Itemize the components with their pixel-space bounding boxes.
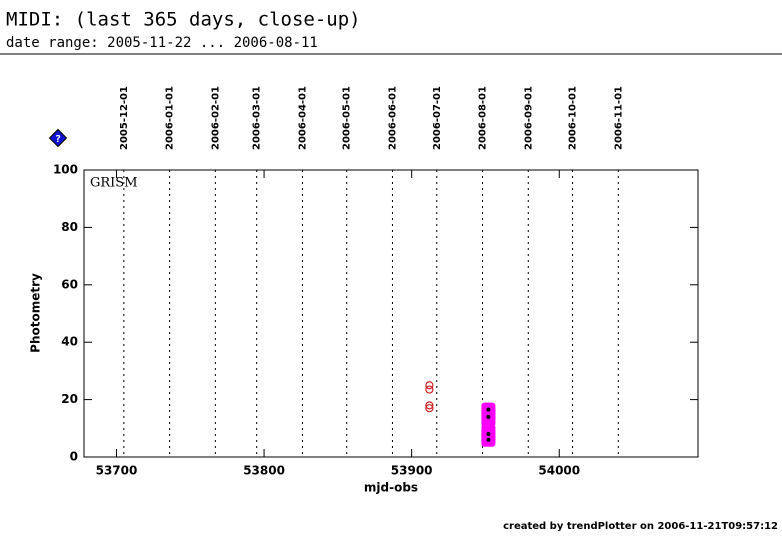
x-tick-label: 53800: [243, 464, 285, 478]
chart-title: MIDI: (last 365 days, close-up): [6, 9, 361, 31]
point: [486, 432, 491, 437]
month-label: 2006-10-01: [568, 86, 579, 150]
y-axis-label: Photometry: [29, 273, 43, 353]
month-label: 2006-07-01: [432, 86, 443, 150]
y-tick-label: 80: [61, 220, 78, 234]
x-tick-label: 53900: [391, 464, 433, 478]
month-label: 2006-11-01: [613, 86, 624, 150]
plot-frame: [83, 169, 699, 458]
y-tick-label: 40: [61, 335, 78, 349]
y-tick-label: 100: [53, 163, 78, 177]
point: [486, 414, 491, 419]
annotation: GRISM: [90, 176, 138, 191]
y-tick-label: 0: [70, 450, 78, 464]
point: [425, 401, 434, 410]
y-tick-label: 20: [61, 392, 78, 406]
point: [425, 385, 434, 394]
x-tick-label: 53700: [96, 464, 138, 478]
month-label: 2006-04-01: [297, 86, 308, 150]
month-label: 2006-03-01: [252, 86, 263, 150]
x-axis-label: mjd-obs: [364, 481, 418, 495]
point: [425, 381, 434, 390]
point: [425, 404, 434, 413]
footer: created by trendPlotter on 2006-11-21T09…: [503, 521, 778, 532]
month-label: 2006-01-01: [165, 86, 176, 150]
chart-subtitle: date range: 2005-11-22 ... 2006-08-11: [6, 35, 318, 51]
month-label: 2006-06-01: [387, 86, 398, 150]
month-label: 2006-02-01: [210, 86, 221, 150]
month-label: 2006-05-01: [342, 86, 353, 150]
point: [481, 412, 496, 427]
help-text[interactable]: ?: [55, 134, 61, 145]
month-label: 2005-12-01: [119, 86, 130, 150]
point: [486, 407, 491, 412]
y-tick-label: 60: [61, 277, 78, 291]
x-tick-label: 54000: [538, 464, 580, 478]
month-label: 2006-09-01: [523, 86, 534, 150]
month-label: 2006-08-01: [478, 86, 489, 150]
help-diamond[interactable]: [48, 128, 68, 148]
point: [486, 437, 491, 442]
help-icon[interactable]: ?: [48, 128, 68, 148]
